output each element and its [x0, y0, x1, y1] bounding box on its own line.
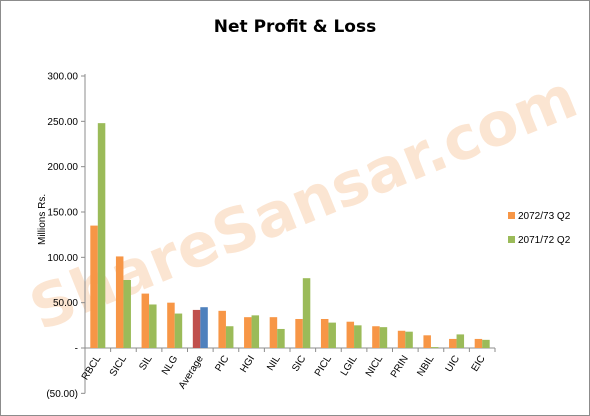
bar-series-1-nil: [269, 317, 278, 348]
bar-series-2-pic: [225, 326, 234, 348]
bar-series-2-prin: [405, 331, 413, 348]
bar-series-2-nlg: [174, 313, 183, 348]
x-tick-label: PIC: [213, 354, 231, 374]
x-tick-label: SICL: [108, 353, 129, 378]
bar-series-2-rbcl: [97, 123, 106, 349]
legend-label-series-1: 2072/73 Q2: [518, 211, 571, 222]
y-tick-label: 50.00: [53, 298, 78, 309]
bar-series-2-nil: [277, 328, 285, 348]
x-tick-label: NBIL: [415, 353, 436, 378]
bar-series-1-picl: [320, 318, 329, 348]
x-tick-label: SIL: [137, 353, 155, 372]
bar-series-2-nbil: [430, 347, 439, 348]
bar-series-2-lgil: [354, 325, 362, 348]
bar-series-1-average: [192, 309, 201, 348]
legend-swatch-series-2: [508, 236, 515, 243]
y-tick-label: 100.00: [47, 253, 78, 264]
bar-series-2-nicl: [379, 327, 388, 348]
bar-series-2-sil: [149, 304, 157, 348]
x-tick-label: PICL: [313, 353, 334, 378]
bar-series-1-nbil: [423, 335, 431, 348]
y-tick-label: 150.00: [47, 208, 78, 219]
y-tick-label: 300.00: [47, 72, 78, 83]
bar-series-1-hgi: [244, 317, 252, 348]
bar-series-1-nlg: [167, 302, 175, 348]
x-tick-label: SIC: [290, 354, 308, 374]
legend: 2072/73 Q2 2071/72 Q2: [508, 211, 571, 246]
bar-series-1-nicl: [372, 326, 380, 348]
bar-series-1-sicl: [115, 256, 124, 348]
x-tick-label: HGI: [238, 354, 257, 375]
y-axis-label: Millions Rs.: [37, 194, 48, 245]
x-tick-label: UIC: [444, 354, 462, 374]
bar-series-2-sicl: [123, 280, 131, 348]
bar-series-1-eic: [474, 338, 483, 348]
legend-swatch-series-1: [508, 212, 515, 219]
chart-title: Net Profit & Loss: [214, 17, 376, 37]
bar-series-2-sic: [302, 278, 311, 348]
bar-series-1-sil: [141, 293, 150, 348]
x-tick-label: NIL: [265, 353, 283, 372]
bar-series-1-lgil: [346, 321, 355, 348]
y-tick-label: -: [75, 344, 78, 355]
x-tick-label: NICL: [364, 353, 386, 379]
bar-series-1-rbcl: [90, 225, 98, 348]
bar-series-2-uic: [456, 334, 465, 348]
bar-series-2-eic: [482, 339, 490, 348]
legend-label-series-2: 2071/72 Q2: [518, 235, 571, 246]
x-tick-label: LGIL: [339, 353, 360, 378]
x-tick-label: NLG: [160, 354, 180, 377]
x-tick-label: Average: [177, 353, 206, 391]
bar-series-2-average: [200, 307, 208, 348]
x-tick-label: RBCL: [80, 353, 104, 382]
y-tick-label: 250.00: [47, 117, 78, 128]
x-tick-label: EIC: [470, 354, 488, 374]
bar-series-2-hgi: [251, 315, 260, 348]
x-tick-label: PRIN: [389, 354, 411, 380]
bar-series-1-uic: [449, 338, 457, 348]
y-tick-label: 200.00: [47, 162, 78, 173]
bar-series-1-prin: [397, 330, 406, 348]
bar-series-2-picl: [328, 322, 336, 348]
y-tick-label: (50.00): [46, 389, 78, 400]
bar-series-1-pic: [218, 310, 226, 348]
bar-series-1-sic: [295, 318, 303, 348]
